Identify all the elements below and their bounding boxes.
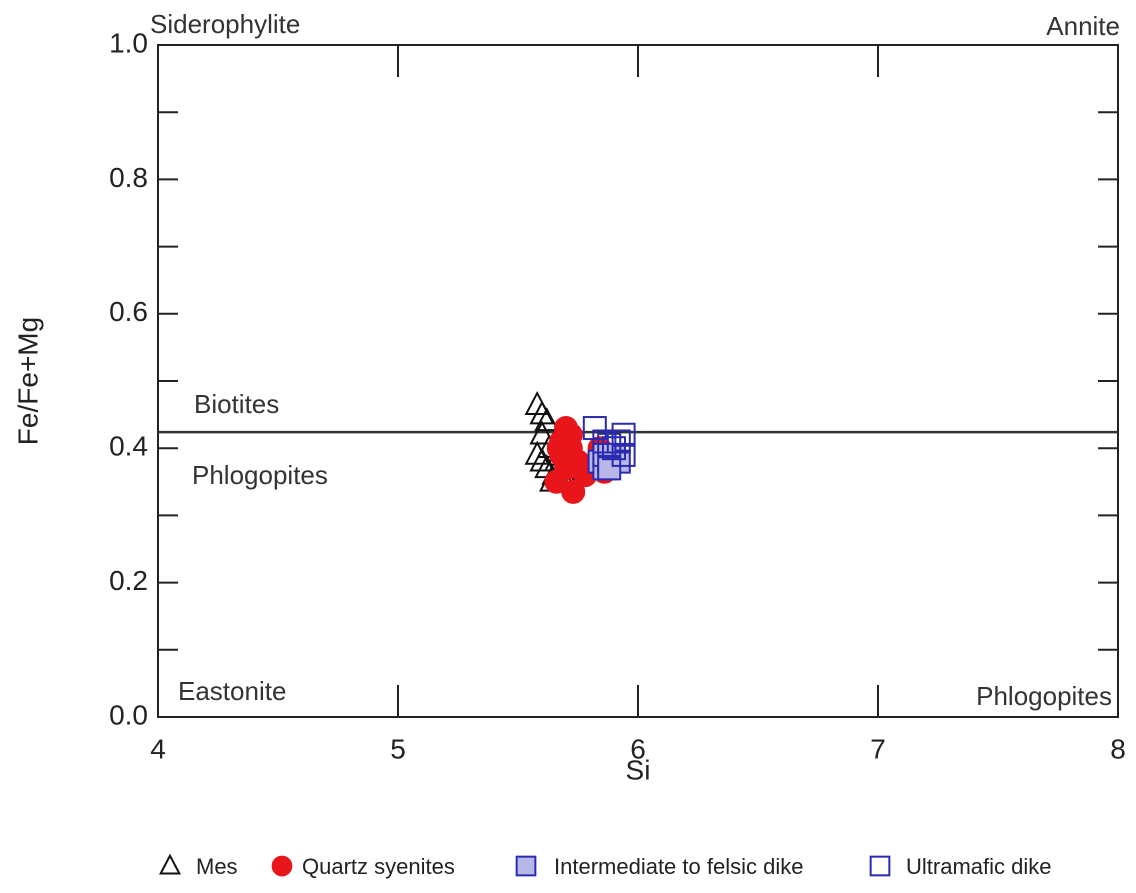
legend-marker xyxy=(869,855,891,877)
point xyxy=(524,440,550,465)
point xyxy=(597,456,622,481)
point xyxy=(529,420,555,445)
point xyxy=(529,447,555,472)
x-tick-label: 8 xyxy=(1110,733,1126,764)
point xyxy=(597,432,622,457)
legend-label: Quartz syenites xyxy=(302,854,455,879)
point xyxy=(592,429,617,454)
x-tick-label: 5 xyxy=(390,733,406,764)
y-tick-label: 0.4 xyxy=(109,431,148,462)
point xyxy=(602,436,626,461)
legend-label: Intermediate to felsic dike xyxy=(554,854,803,879)
annotation: Siderophylite xyxy=(150,9,300,39)
y-tick-label: 0.0 xyxy=(109,699,148,730)
legend-label: Ultramafic dike xyxy=(906,854,1051,879)
point xyxy=(561,479,586,504)
y-tick-label: 0.6 xyxy=(109,296,148,327)
legend-marker xyxy=(271,855,293,877)
annotation: Eastonite xyxy=(178,676,286,706)
annotation: Annite xyxy=(1046,11,1120,41)
y-tick-label: 0.8 xyxy=(109,162,148,193)
plot-frame xyxy=(157,44,1119,718)
legend-marker xyxy=(158,853,182,875)
legend-label: Mes xyxy=(196,854,238,879)
annotation: Phlogopites xyxy=(192,460,328,490)
x-tick-label: 6 xyxy=(630,733,646,764)
point xyxy=(546,436,571,461)
legend-marker xyxy=(515,855,537,877)
annotation: Biotites xyxy=(194,389,279,419)
y-axis-label: Fe/Fe+Mg xyxy=(12,317,43,445)
point xyxy=(606,429,631,454)
point xyxy=(582,416,607,441)
y-tick-label: 1.0 xyxy=(109,27,148,58)
x-tick-label: 4 xyxy=(150,733,166,764)
y-tick-label: 0.2 xyxy=(109,565,148,596)
x-tick-label: 7 xyxy=(870,733,886,764)
x-axis-label: Si xyxy=(626,754,651,785)
annotation: Phlogopites xyxy=(976,681,1112,711)
